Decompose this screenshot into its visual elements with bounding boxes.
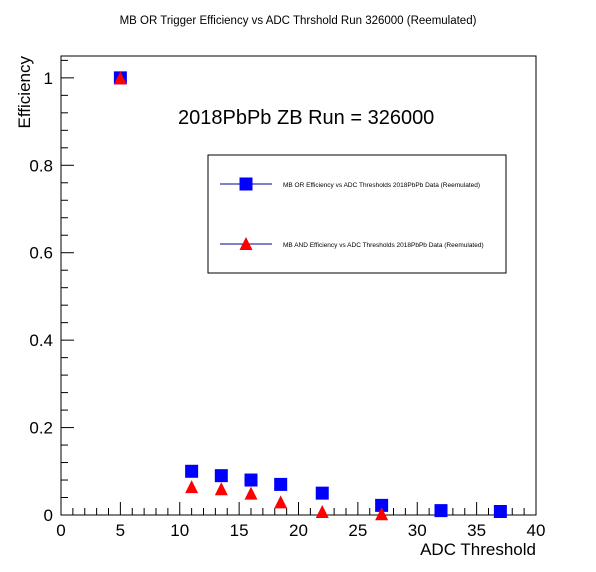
y-tick-label: 0.2 — [29, 419, 53, 438]
data-point-and — [244, 486, 258, 500]
chart-title: MB OR Trigger Efficiency vs ADC Thrshold… — [120, 15, 477, 27]
axes: 0 5 10 15 20 25 30 35 40 0 0.2 0.4 0.6 0.8 1 — [29, 59, 546, 540]
x-tick-label: 30 — [408, 521, 427, 540]
data-point-or — [214, 469, 228, 483]
y-tick-label: 0.4 — [29, 331, 53, 350]
legend-label-and: MB AND Efficiency vs ADC Thresholds 2018… — [283, 242, 484, 249]
data-point-and — [214, 482, 228, 496]
data-point-or — [185, 464, 199, 478]
data-point-and — [113, 71, 127, 85]
x-tick-label: 5 — [116, 521, 125, 540]
legend-marker-and — [239, 237, 253, 250]
x-tick-label: 20 — [289, 521, 308, 540]
x-tick-label: 0 — [56, 521, 65, 540]
legend: MB OR Efficiency vs ADC Thresholds 2018P… — [207, 154, 507, 274]
data-point-or — [434, 504, 448, 518]
x-tick-label: 35 — [467, 521, 486, 540]
data-point-or — [274, 477, 288, 491]
data-point-or — [244, 473, 258, 487]
data-point-or — [375, 498, 389, 512]
data-point-and — [274, 495, 288, 509]
data-marks — [113, 71, 507, 521]
data-point-and — [185, 480, 199, 494]
x-tick-label: 25 — [348, 521, 367, 540]
data-point-and — [315, 505, 329, 519]
x-tick-label: 10 — [170, 521, 189, 540]
legend-label-or: MB OR Efficiency vs ADC Thresholds 2018P… — [283, 182, 480, 189]
x-tick-label: 15 — [230, 521, 249, 540]
x-tick-label: 40 — [527, 521, 546, 540]
y-tick-label: 0 — [44, 506, 53, 525]
y-axis-label: Efficiency — [15, 56, 34, 129]
y-tick-label: 0.8 — [29, 156, 53, 175]
data-point-or — [493, 505, 507, 519]
chart-annotation: 2018PbPb ZB Run = 326000 — [178, 107, 434, 129]
x-axis-label: ADC Threshold — [420, 540, 536, 559]
data-point-or — [315, 486, 329, 500]
y-tick-label: 0.6 — [29, 244, 53, 263]
legend-marker-or — [239, 177, 253, 191]
data-point-and — [375, 507, 389, 521]
y-tick-label: 1 — [44, 69, 53, 88]
legend-box — [207, 154, 507, 274]
